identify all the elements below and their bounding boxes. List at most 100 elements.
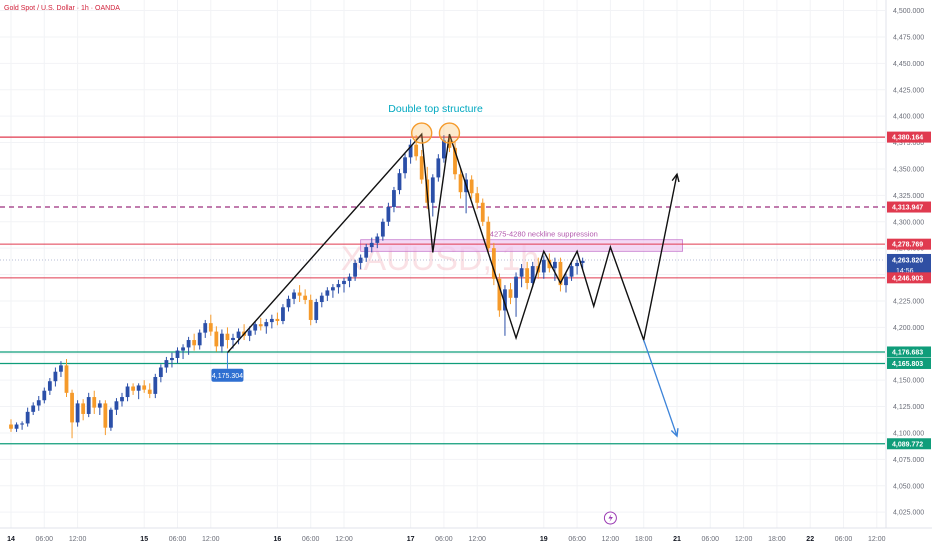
candle-body <box>153 376 158 394</box>
time-tick-label: 06:00 <box>702 536 720 543</box>
candle-body <box>303 295 308 300</box>
price-tick-label: 4,050.000 <box>893 483 924 490</box>
neckline-zone-layer: 4275-4280 neckline suppression <box>360 230 683 252</box>
price-level-badge-label: 4,246.903 <box>892 275 923 282</box>
candle-body <box>36 400 41 406</box>
projection-down-arrow[interactable] <box>643 339 678 437</box>
time-axis-panel <box>0 528 932 550</box>
candle-body <box>264 322 269 327</box>
price-tick-label: 4,400.000 <box>893 114 924 121</box>
candle-body <box>164 360 169 368</box>
candle-body <box>142 385 147 390</box>
candle-body <box>569 266 574 277</box>
candle-body <box>64 365 69 393</box>
time-tick-label: 15 <box>140 536 148 543</box>
price-level-badge[interactable] <box>887 238 931 250</box>
price-level-badge-label: 4,380.164 <box>892 135 923 142</box>
time-tick-label: 19 <box>540 536 548 543</box>
swing-path[interactable] <box>226 132 678 354</box>
candle-body <box>131 386 135 391</box>
drawings-layer: Double top structure 4,175.304 <box>211 103 680 525</box>
candle-body <box>203 323 208 333</box>
candle-body <box>414 144 419 157</box>
candle-body <box>281 307 285 322</box>
price-level-badge[interactable] <box>887 201 931 213</box>
candle-body <box>14 424 19 429</box>
price-level-badge-label: 4,089.772 <box>892 441 923 448</box>
candle-body <box>408 144 413 158</box>
price-level-badge[interactable] <box>887 438 931 450</box>
price-level-badge[interactable] <box>887 131 931 143</box>
candle-body <box>575 262 579 267</box>
price-tick-label: 4,350.000 <box>893 166 924 173</box>
candle-body <box>558 261 563 286</box>
neckline-zone <box>360 239 683 252</box>
time-tick-label: 12:00 <box>468 536 486 543</box>
price-tick-label: 4,125.000 <box>893 404 924 411</box>
swing-arrow-head <box>671 172 680 183</box>
candle-body <box>247 330 252 336</box>
candle-body <box>125 386 130 398</box>
price-level-badge[interactable] <box>887 253 931 276</box>
candle-body <box>81 403 86 414</box>
candle-body <box>25 411 30 424</box>
candle-body <box>192 340 197 346</box>
candle-body <box>530 266 535 284</box>
time-tick-label: 14 <box>7 536 15 543</box>
price-level-badge[interactable] <box>887 346 931 358</box>
time-tick-label: 12:00 <box>735 536 753 543</box>
lightning-icon <box>608 514 613 522</box>
candle-body <box>453 147 457 175</box>
double-top-circle <box>438 122 461 144</box>
price-level-badge-label: 4,278.769 <box>892 242 923 249</box>
candle-body <box>236 331 241 338</box>
candle-body <box>380 221 385 237</box>
price-tick-label: 4,150.000 <box>893 378 924 385</box>
candle-body <box>347 276 352 281</box>
candle-body <box>447 140 452 148</box>
candles-layer <box>9 134 585 439</box>
price-level-badge[interactable] <box>887 357 931 369</box>
candle-body <box>158 367 163 377</box>
candle-body <box>258 324 263 327</box>
candle-body <box>231 337 235 341</box>
price-tick-label: 4,100.000 <box>893 430 924 437</box>
candle-body <box>386 206 391 222</box>
price-level-badge[interactable] <box>887 272 931 284</box>
candle-body <box>436 158 441 178</box>
candle-body <box>308 299 313 320</box>
low-callout-label: 4,175.304 <box>212 373 243 380</box>
candle-body <box>170 357 174 361</box>
candle-body <box>553 261 557 269</box>
price-tick-label: 4,325.000 <box>893 193 924 200</box>
candle-body <box>342 280 346 285</box>
candle-body <box>430 177 435 203</box>
time-tick-label: 22 <box>806 536 814 543</box>
price-tick-label: 4,450.000 <box>893 61 924 68</box>
candle-body <box>20 423 24 425</box>
price-level-badge-label: 4,313.947 <box>892 205 923 212</box>
candle-body <box>42 390 47 401</box>
candle-body <box>186 340 191 348</box>
price-tick-label: 4,425.000 <box>893 87 924 94</box>
candle-body <box>392 190 396 207</box>
candle-body <box>59 365 63 372</box>
price-levels-layer <box>0 136 885 445</box>
candle-body <box>297 292 302 296</box>
time-tick-label: 18:00 <box>768 536 786 543</box>
candle-body <box>31 405 36 412</box>
price-tick-label: 4,200.000 <box>893 325 924 332</box>
time-tick-label: 21 <box>673 536 681 543</box>
candle-body <box>47 381 52 391</box>
candle-body <box>397 173 402 191</box>
candle-body <box>547 259 552 269</box>
candle-body <box>214 331 219 347</box>
candle-body <box>514 276 518 298</box>
price-tick-label: 4,375.000 <box>893 140 924 147</box>
candle-body <box>120 397 124 402</box>
candle-body <box>519 268 524 277</box>
candle-body <box>114 401 119 410</box>
price-tick-label: 4,300.000 <box>893 219 924 226</box>
